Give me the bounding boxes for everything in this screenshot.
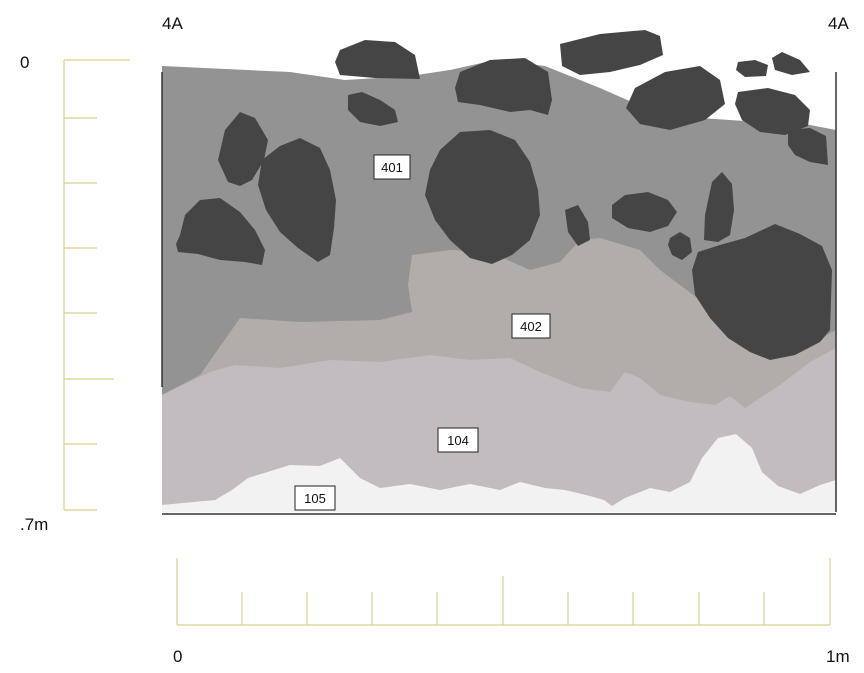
svg-text:402: 402 bbox=[520, 319, 542, 334]
corner-label-right: 4A bbox=[828, 14, 849, 33]
stone bbox=[704, 172, 734, 242]
corner-label-left: 4A bbox=[162, 14, 183, 33]
stone bbox=[176, 198, 265, 265]
stone bbox=[788, 128, 828, 165]
svg-text:401: 401 bbox=[381, 160, 403, 175]
stone bbox=[258, 138, 336, 262]
stone bbox=[626, 66, 725, 130]
stone bbox=[772, 52, 810, 75]
layer-label-401: 401 bbox=[373, 154, 411, 180]
horizontal-scale-right-label: 1m bbox=[826, 647, 850, 666]
stone bbox=[736, 60, 768, 77]
stone bbox=[335, 40, 420, 79]
stone bbox=[425, 130, 540, 264]
stone bbox=[692, 224, 832, 360]
stone bbox=[668, 232, 692, 260]
stone bbox=[348, 92, 398, 126]
layer-label-105: 105 bbox=[294, 485, 336, 511]
layer-label-402: 402 bbox=[511, 313, 551, 339]
stone bbox=[218, 112, 268, 186]
stone bbox=[735, 88, 810, 135]
stone bbox=[565, 205, 590, 246]
horizontal-scale bbox=[176, 558, 831, 626]
section-frame bbox=[161, 72, 837, 515]
stone bbox=[455, 58, 552, 115]
stones-group bbox=[176, 30, 832, 360]
vertical-scale-bottom-label: .7m bbox=[20, 515, 48, 534]
layer-label-104: 104 bbox=[437, 427, 479, 453]
horizontal-scale-left-label: 0 bbox=[173, 647, 182, 666]
vertical-scale bbox=[63, 59, 130, 511]
stone bbox=[612, 192, 677, 232]
svg-text:105: 105 bbox=[304, 491, 326, 506]
stone bbox=[560, 30, 663, 75]
vertical-scale-top-label: 0 bbox=[20, 53, 29, 72]
svg-text:104: 104 bbox=[447, 433, 469, 448]
